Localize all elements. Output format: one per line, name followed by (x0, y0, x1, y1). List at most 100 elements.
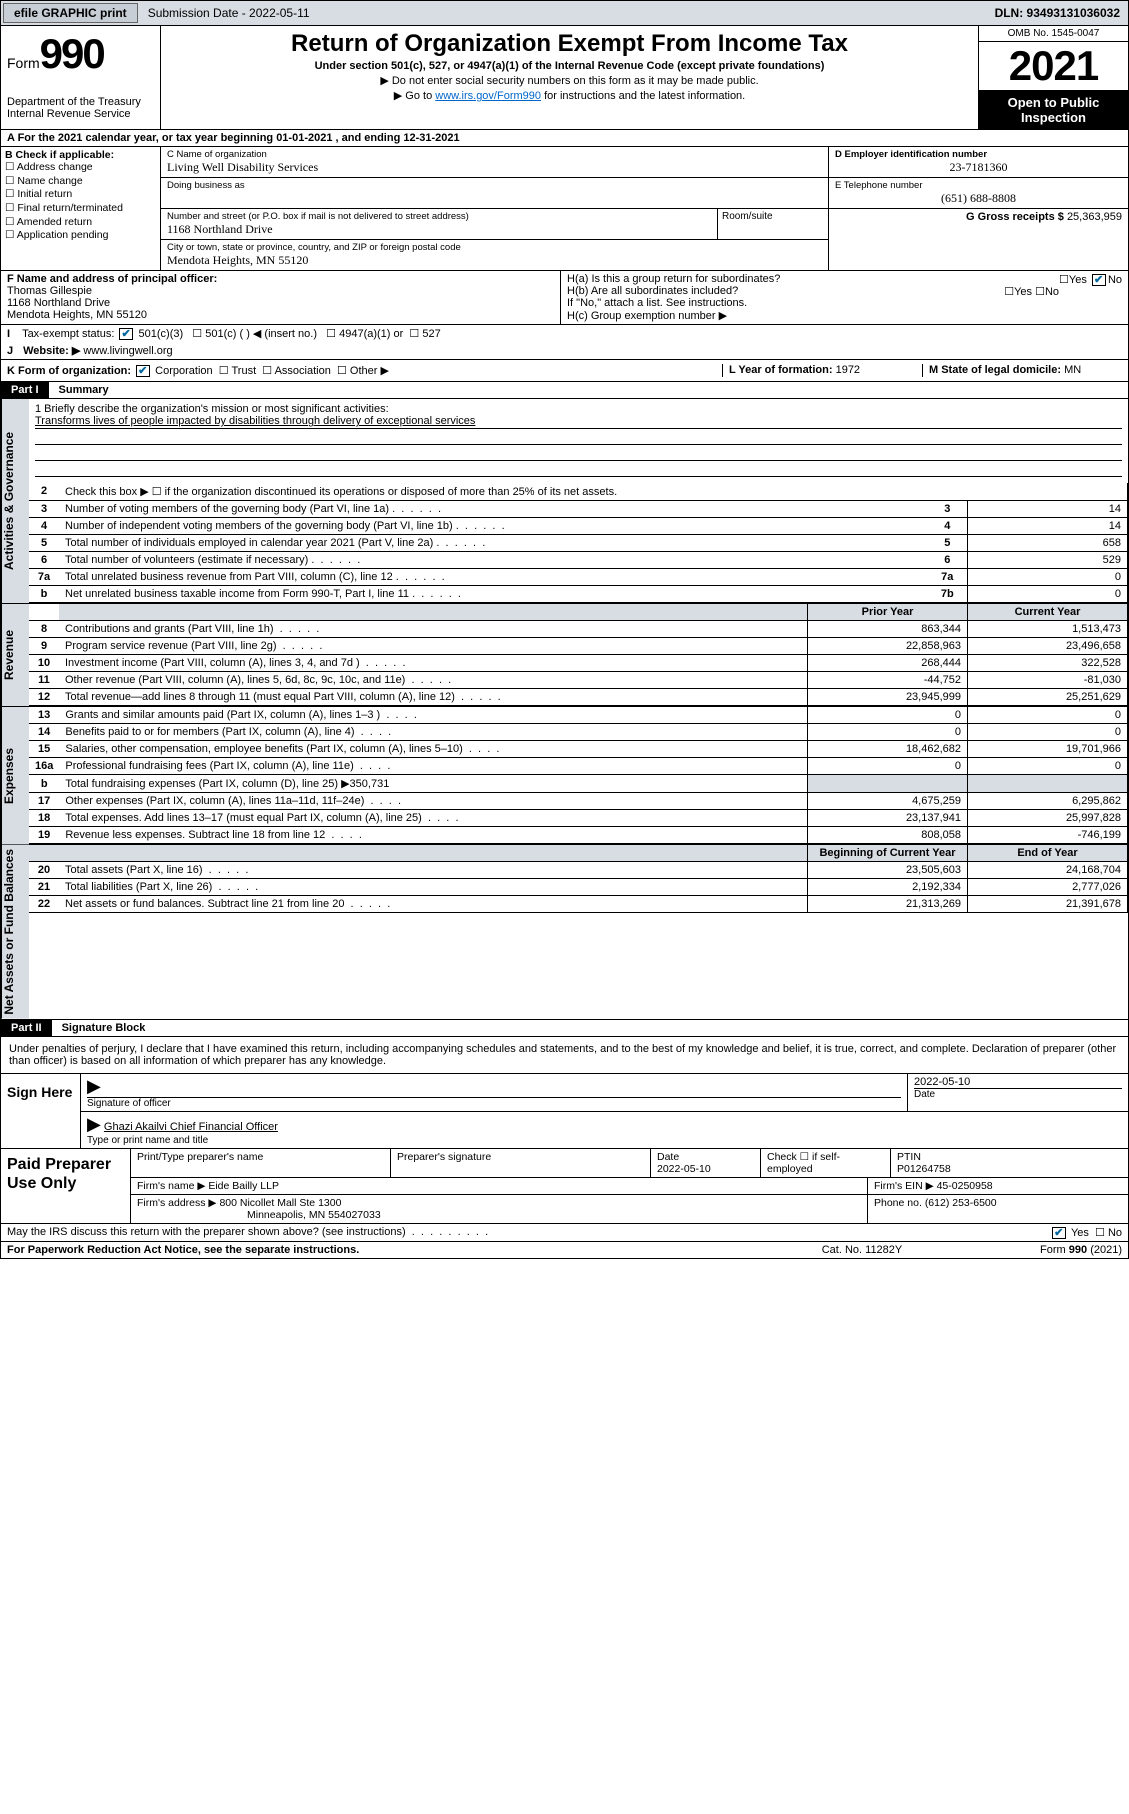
officer-name: Thomas Gillespie (7, 285, 92, 297)
firm-ein-label: Firm's EIN ▶ (874, 1180, 934, 1192)
opt-name-change[interactable]: ☐ Name change (5, 175, 156, 189)
opt-application-pending[interactable]: ☐ Application pending (5, 229, 156, 243)
hb-yes[interactable]: Yes (1014, 286, 1032, 298)
pra-notice: For Paperwork Reduction Act Notice, see … (7, 1244, 762, 1256)
treasury-dept: Department of the Treasury Internal Reve… (7, 96, 154, 120)
form-header: Form990 Department of the Treasury Inter… (0, 26, 1129, 130)
expenses-table: 13Grants and similar amounts paid (Part … (29, 707, 1128, 844)
org-name: Living Well Disability Services (167, 160, 822, 175)
form-number: Form990 (7, 30, 154, 78)
governance-strip: Activities & Governance (1, 399, 29, 603)
opt-initial-return[interactable]: ☐ Initial return (5, 188, 156, 202)
efile-print-button[interactable]: efile GRAPHIC print (3, 3, 138, 23)
revenue-strip: Revenue (1, 604, 29, 706)
sign-here-label: Sign Here (1, 1074, 81, 1148)
paid-preparer-label: Paid Preparer Use Only (1, 1149, 131, 1223)
opt-amended-return[interactable]: ☐ Amended return (5, 216, 156, 230)
box-b: B Check if applicable: ☐ Address change … (1, 147, 161, 270)
year-formation: 1972 (836, 364, 860, 376)
prep-sig-header: Preparer's signature (391, 1149, 651, 1177)
top-bar: efile GRAPHIC print Submission Date - 20… (0, 0, 1129, 26)
sig-date-value: 2022-05-10 (914, 1076, 1122, 1088)
hb-no[interactable]: No (1045, 286, 1059, 298)
box-b-label: B Check if applicable: (5, 149, 114, 161)
sig-officer-label: Signature of officer (87, 1097, 901, 1109)
officer-city: Mendota Heights, MN 55120 (7, 309, 147, 321)
prep-date-value: 2022-05-10 (657, 1163, 754, 1175)
governance-table: 2Check this box ▶ ☐ if the organization … (29, 483, 1128, 603)
prep-date-header: Date (657, 1151, 754, 1163)
year-formation-label: L Year of formation: (729, 364, 833, 376)
prep-name-header: Print/Type preparer's name (131, 1149, 391, 1177)
firm-name-label: Firm's name ▶ (137, 1180, 205, 1192)
firm-addr-label: Firm's address ▶ (137, 1197, 217, 1209)
part-ii-title: Signature Block (52, 1020, 1128, 1036)
netassets-table: Beginning of Current YearEnd of Year20To… (29, 845, 1128, 913)
ein-value: 23-7181360 (835, 160, 1122, 175)
line-klm: K Form of organization: Corporation ☐ Tr… (0, 360, 1129, 382)
firm-addr1: 800 Nicollet Mall Ste 1300 (219, 1197, 341, 1209)
firm-ein: 45-0250958 (937, 1180, 993, 1192)
website-label: Website: ▶ (23, 345, 80, 357)
form-of-org-label: K Form of organization: (7, 365, 131, 377)
ein-label: D Employer identification number (835, 149, 987, 160)
discuss-no: No (1108, 1227, 1122, 1239)
discuss-row: May the IRS discuss this return with the… (0, 1224, 1129, 1242)
mission-answer: Transforms lives of people impacted by d… (35, 415, 1122, 429)
opt-final-return[interactable]: ☐ Final return/terminated (5, 202, 156, 216)
netassets-section: Net Assets or Fund Balances Beginning of… (0, 845, 1129, 1020)
goto-suffix: for instructions and the latest informat… (541, 90, 745, 102)
officer-label: F Name and address of principal officer: (7, 273, 217, 285)
instructions-link[interactable]: www.irs.gov/Form990 (435, 90, 541, 102)
form-subtitle: Under section 501(c), 527, or 4947(a)(1)… (171, 60, 968, 72)
domicile-label: M State of legal domicile: (929, 364, 1061, 376)
officer-name-title: Ghazi Akailvi Chief Financial Officer (104, 1121, 278, 1133)
opt-527: 527 (422, 328, 440, 340)
omb-number: OMB No. 1545-0047 (979, 26, 1128, 42)
officer-street: 1168 Northland Drive (7, 297, 110, 309)
footer-row: For Paperwork Reduction Act Notice, see … (0, 1242, 1129, 1259)
part-i-title: Summary (49, 382, 1128, 398)
opt-trust: Trust (232, 365, 257, 377)
hb-note: If "No," attach a list. See instructions… (567, 297, 1122, 309)
ha-label: H(a) Is this a group return for subordin… (567, 273, 780, 285)
room-suite-label: Room/suite (718, 209, 828, 239)
line-i: ITax-exempt status: 501(c)(3) ☐ 501(c) (… (0, 325, 1129, 360)
street-address: 1168 Northland Drive (167, 222, 711, 237)
officer-group-row: F Name and address of principal officer:… (0, 271, 1129, 325)
ptin-value: P01264758 (897, 1163, 1122, 1175)
expenses-section: Expenses 13Grants and similar amounts pa… (0, 707, 1129, 845)
opt-corp: Corporation (155, 365, 212, 377)
ha-no-check[interactable] (1092, 274, 1106, 286)
street-label: Number and street (or P.O. box if mail i… (167, 211, 711, 222)
city-state-zip: Mendota Heights, MN 55120 (167, 253, 822, 268)
corp-check[interactable] (136, 365, 150, 377)
ha-no: No (1108, 274, 1122, 286)
submission-date: Submission Date - 2022-05-11 (140, 4, 318, 22)
instructions-note: ▶ Go to www.irs.gov/Form990 for instruct… (171, 89, 968, 102)
mission-question: 1 Briefly describe the organization's mi… (29, 403, 1128, 415)
form-990-num: 990 (40, 30, 104, 77)
line-a-tax-year: A For the 2021 calendar year, or tax yea… (0, 130, 1129, 147)
phone-value: (651) 688-8808 (835, 191, 1122, 206)
sign-here-block: Sign Here ▶ Signature of officer 2022-05… (0, 1074, 1129, 1149)
dln: DLN: 93493131036032 (987, 4, 1128, 22)
discuss-yes-check[interactable] (1052, 1227, 1066, 1239)
tax-year: 2021 (979, 42, 1128, 91)
form-ref: Form 990 (2021) (962, 1244, 1122, 1256)
part-i-header: Part I Summary (0, 382, 1129, 399)
501c3-check[interactable] (119, 328, 133, 340)
revenue-section: Revenue Prior YearCurrent Year8Contribut… (0, 604, 1129, 707)
domicile: MN (1064, 364, 1081, 376)
form-prefix: Form (7, 55, 40, 71)
opt-address-change[interactable]: ☐ Address change (5, 161, 156, 175)
sig-date-label: Date (914, 1088, 1122, 1100)
cat-no: Cat. No. 11282Y (762, 1244, 962, 1256)
ha-yes[interactable]: Yes (1069, 274, 1087, 286)
open-to-public: Open to Public Inspection (979, 91, 1128, 129)
prep-self-employed[interactable]: Check ☐ if self-employed (761, 1149, 891, 1177)
city-label: City or town, state or province, country… (167, 242, 822, 253)
firm-name: Eide Bailly LLP (208, 1180, 279, 1192)
gross-receipts-value: 25,363,959 (1067, 211, 1122, 223)
part-ii-header: Part II Signature Block (0, 1020, 1129, 1037)
